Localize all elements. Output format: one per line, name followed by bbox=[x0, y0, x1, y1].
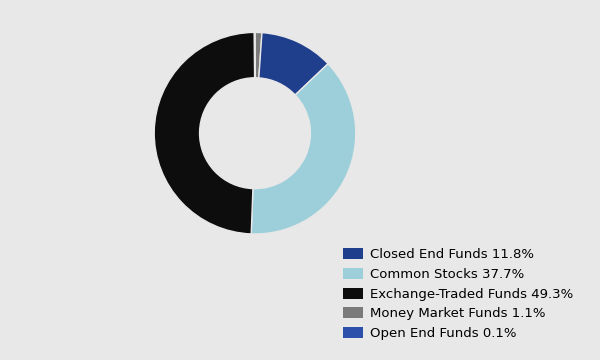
Wedge shape bbox=[255, 32, 262, 78]
Wedge shape bbox=[154, 32, 254, 234]
Wedge shape bbox=[259, 33, 328, 95]
Wedge shape bbox=[251, 64, 356, 234]
Legend: Closed End Funds 11.8%, Common Stocks 37.7%, Exchange-Traded Funds 49.3%, Money : Closed End Funds 11.8%, Common Stocks 37… bbox=[340, 246, 575, 343]
Wedge shape bbox=[254, 32, 255, 78]
